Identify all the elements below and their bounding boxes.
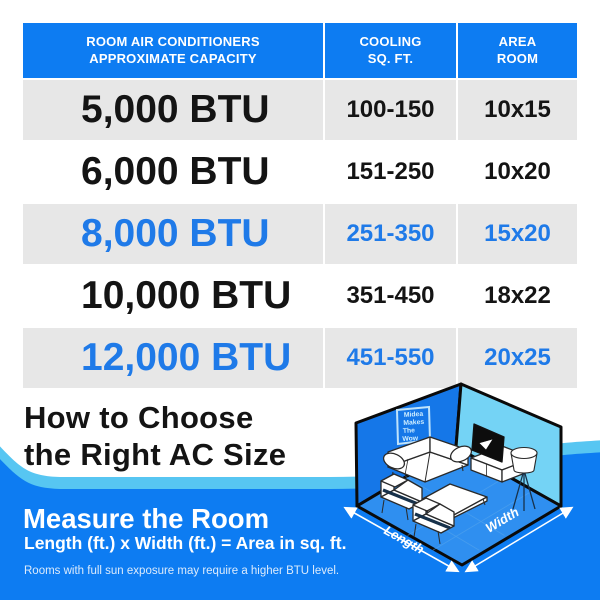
- svg-text:Makes: Makes: [403, 419, 424, 427]
- svg-text:Midea: Midea: [404, 411, 424, 419]
- svg-text:The: The: [403, 427, 416, 435]
